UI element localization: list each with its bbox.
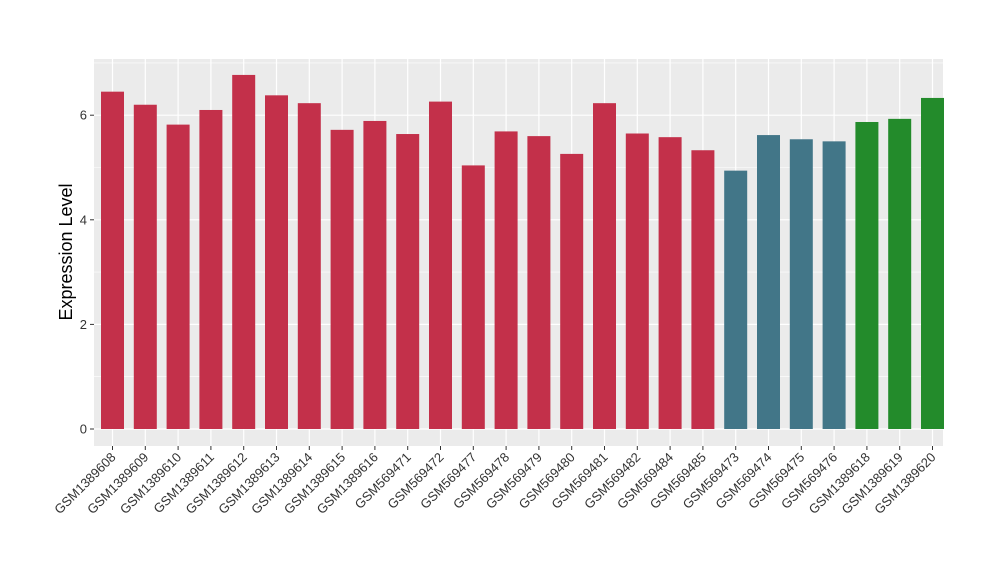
bar <box>297 103 321 430</box>
bar <box>330 129 354 429</box>
bar <box>461 165 485 429</box>
y-tick-label: 0 <box>80 422 87 437</box>
bar <box>724 170 748 429</box>
bar <box>822 141 846 429</box>
x-axis: GSM1389608GSM1389609GSM1389610GSM1389611… <box>51 446 939 517</box>
bar <box>494 131 518 429</box>
bar <box>429 101 452 430</box>
bar <box>527 136 551 429</box>
bar <box>625 133 649 429</box>
bar <box>396 134 420 429</box>
y-tick-label: 4 <box>80 212 87 227</box>
y-tick-label: 2 <box>80 317 87 332</box>
y-axis: 0 2 4 6 <box>80 108 94 437</box>
bar <box>363 120 387 429</box>
bar <box>560 153 584 430</box>
bar <box>232 74 256 429</box>
bar <box>921 97 944 429</box>
y-tick-label: 6 <box>80 108 87 123</box>
bar <box>265 95 288 430</box>
bar <box>166 124 190 429</box>
bar <box>888 118 912 430</box>
bar <box>691 150 715 429</box>
y-axis-title: Expression Level <box>56 183 76 320</box>
bar <box>789 139 813 429</box>
bars <box>101 74 944 430</box>
bar <box>593 103 616 430</box>
bar <box>658 137 682 429</box>
bar <box>133 104 157 430</box>
bar <box>101 91 124 429</box>
bar <box>855 121 879 430</box>
bar <box>199 109 223 429</box>
bar <box>757 135 780 429</box>
